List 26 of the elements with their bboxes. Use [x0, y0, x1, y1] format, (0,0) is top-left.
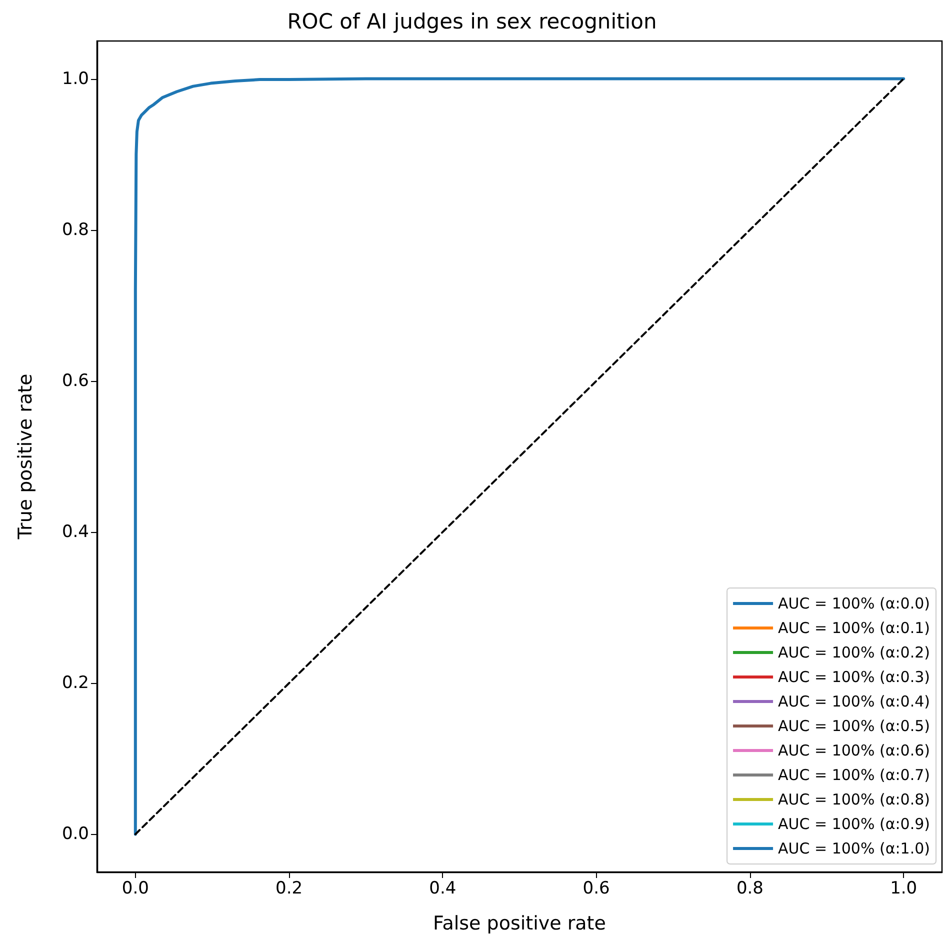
legend-label: AUC = 100% (α:0.1) [778, 619, 930, 637]
legend-label: AUC = 100% (α:0.6) [778, 742, 930, 760]
x-tick-label: 0.8 [736, 878, 764, 898]
x-tick-label: 0.4 [429, 878, 456, 898]
legend-label: AUC = 100% (α:0.3) [778, 668, 930, 686]
legend-label: AUC = 100% (α:0.9) [778, 815, 930, 833]
y-tick-label: 0.2 [62, 673, 89, 694]
y-tick-label: 1.0 [62, 68, 89, 89]
x-tick-label: 1.0 [890, 878, 918, 898]
x-tick-label: 0.0 [122, 878, 149, 898]
chart-title: ROC of AI judges in sex recognition [287, 10, 657, 34]
y-tick-label: 0.0 [62, 824, 89, 844]
x-axis-title: False positive rate [433, 912, 606, 934]
legend-label: AUC = 100% (α:0.8) [778, 790, 930, 808]
x-tick-label: 0.6 [582, 878, 610, 898]
legend-label: AUC = 100% (α:1.0) [778, 840, 930, 858]
legend-label: AUC = 100% (α:0.0) [778, 594, 930, 612]
y-axis-title: True positive rate [14, 374, 36, 540]
y-tick-label: 0.8 [62, 220, 89, 240]
legend-label: AUC = 100% (α:0.5) [778, 717, 930, 735]
x-tick-label: 0.2 [276, 878, 303, 898]
legend-label: AUC = 100% (α:0.2) [778, 644, 930, 662]
legend-label: AUC = 100% (α:0.4) [778, 692, 930, 710]
legend-label: AUC = 100% (α:0.7) [778, 766, 930, 784]
y-tick-label: 0.6 [62, 370, 89, 391]
y-tick-label: 0.4 [62, 522, 89, 542]
